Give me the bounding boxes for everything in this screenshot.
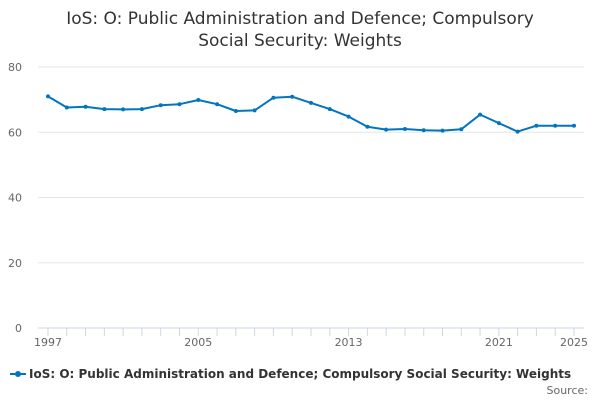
x-tick-label: 2025 [560,336,588,349]
data-point-2024[interactable] [553,123,558,128]
x-tick-label: 1997 [34,336,62,349]
credits[interactable]: Source: [546,384,589,397]
x-tick-label: 2005 [184,336,212,349]
data-point-2023[interactable] [534,123,539,128]
x-tick-label: 2013 [335,336,363,349]
data-point-2015[interactable] [384,127,389,132]
data-point-2007[interactable] [233,109,238,113]
data-point-2006[interactable] [215,102,220,107]
y-tick-label: 20 [8,257,22,270]
series-group [46,94,576,134]
y-tick-label: 60 [8,126,22,139]
legend-line-marker-icon [10,369,26,379]
data-point-2025[interactable] [572,123,576,128]
data-point-2020[interactable] [478,112,483,117]
data-point-2022[interactable] [515,129,520,134]
data-point-2014[interactable] [365,124,370,129]
data-point-2012[interactable] [327,107,332,112]
x-tick-label: 2021 [485,336,513,349]
data-point-2017[interactable] [421,128,426,133]
data-point-2008[interactable] [252,108,257,113]
x-axis: 1997 2005 2013 2021 2025 [34,327,588,349]
y-tick-label: 80 [8,61,22,74]
data-point-2005[interactable] [196,98,201,102]
data-point-2000[interactable] [102,107,107,112]
data-point-1998[interactable] [64,105,69,110]
data-point-2019[interactable] [459,127,464,132]
data-point-2013[interactable] [346,114,351,119]
data-point-2011[interactable] [309,100,313,105]
chart-title-line-2: Social Security: Weights [198,31,402,51]
data-point-1997[interactable] [46,94,50,99]
data-point-2018[interactable] [440,128,445,133]
data-point-1999[interactable] [83,104,88,109]
data-point-2002[interactable] [139,107,144,112]
data-point-2004[interactable] [177,102,182,107]
data-point-2001[interactable] [121,107,126,112]
chart-title-line-1: IoS: O: Public Administration and Defenc… [66,9,534,29]
chart-title: IoS: O: Public Administration and Defenc… [0,8,600,52]
y-tick-label: 0 [15,322,22,335]
data-point-2010[interactable] [290,94,295,99]
grid-lines [38,66,584,329]
y-tick-label: 40 [8,192,22,205]
legend-label: IoS: O: Public Administration and Defenc… [29,367,572,381]
data-point-2003[interactable] [158,103,163,108]
data-point-2021[interactable] [496,121,501,126]
legend-item[interactable]: IoS: O: Public Administration and Defenc… [10,365,571,383]
y-axis: 0 20 40 60 80 [8,61,22,335]
data-point-2016[interactable] [402,127,407,131]
legend-dot-swatch [15,371,21,377]
data-point-2009[interactable] [271,95,276,100]
